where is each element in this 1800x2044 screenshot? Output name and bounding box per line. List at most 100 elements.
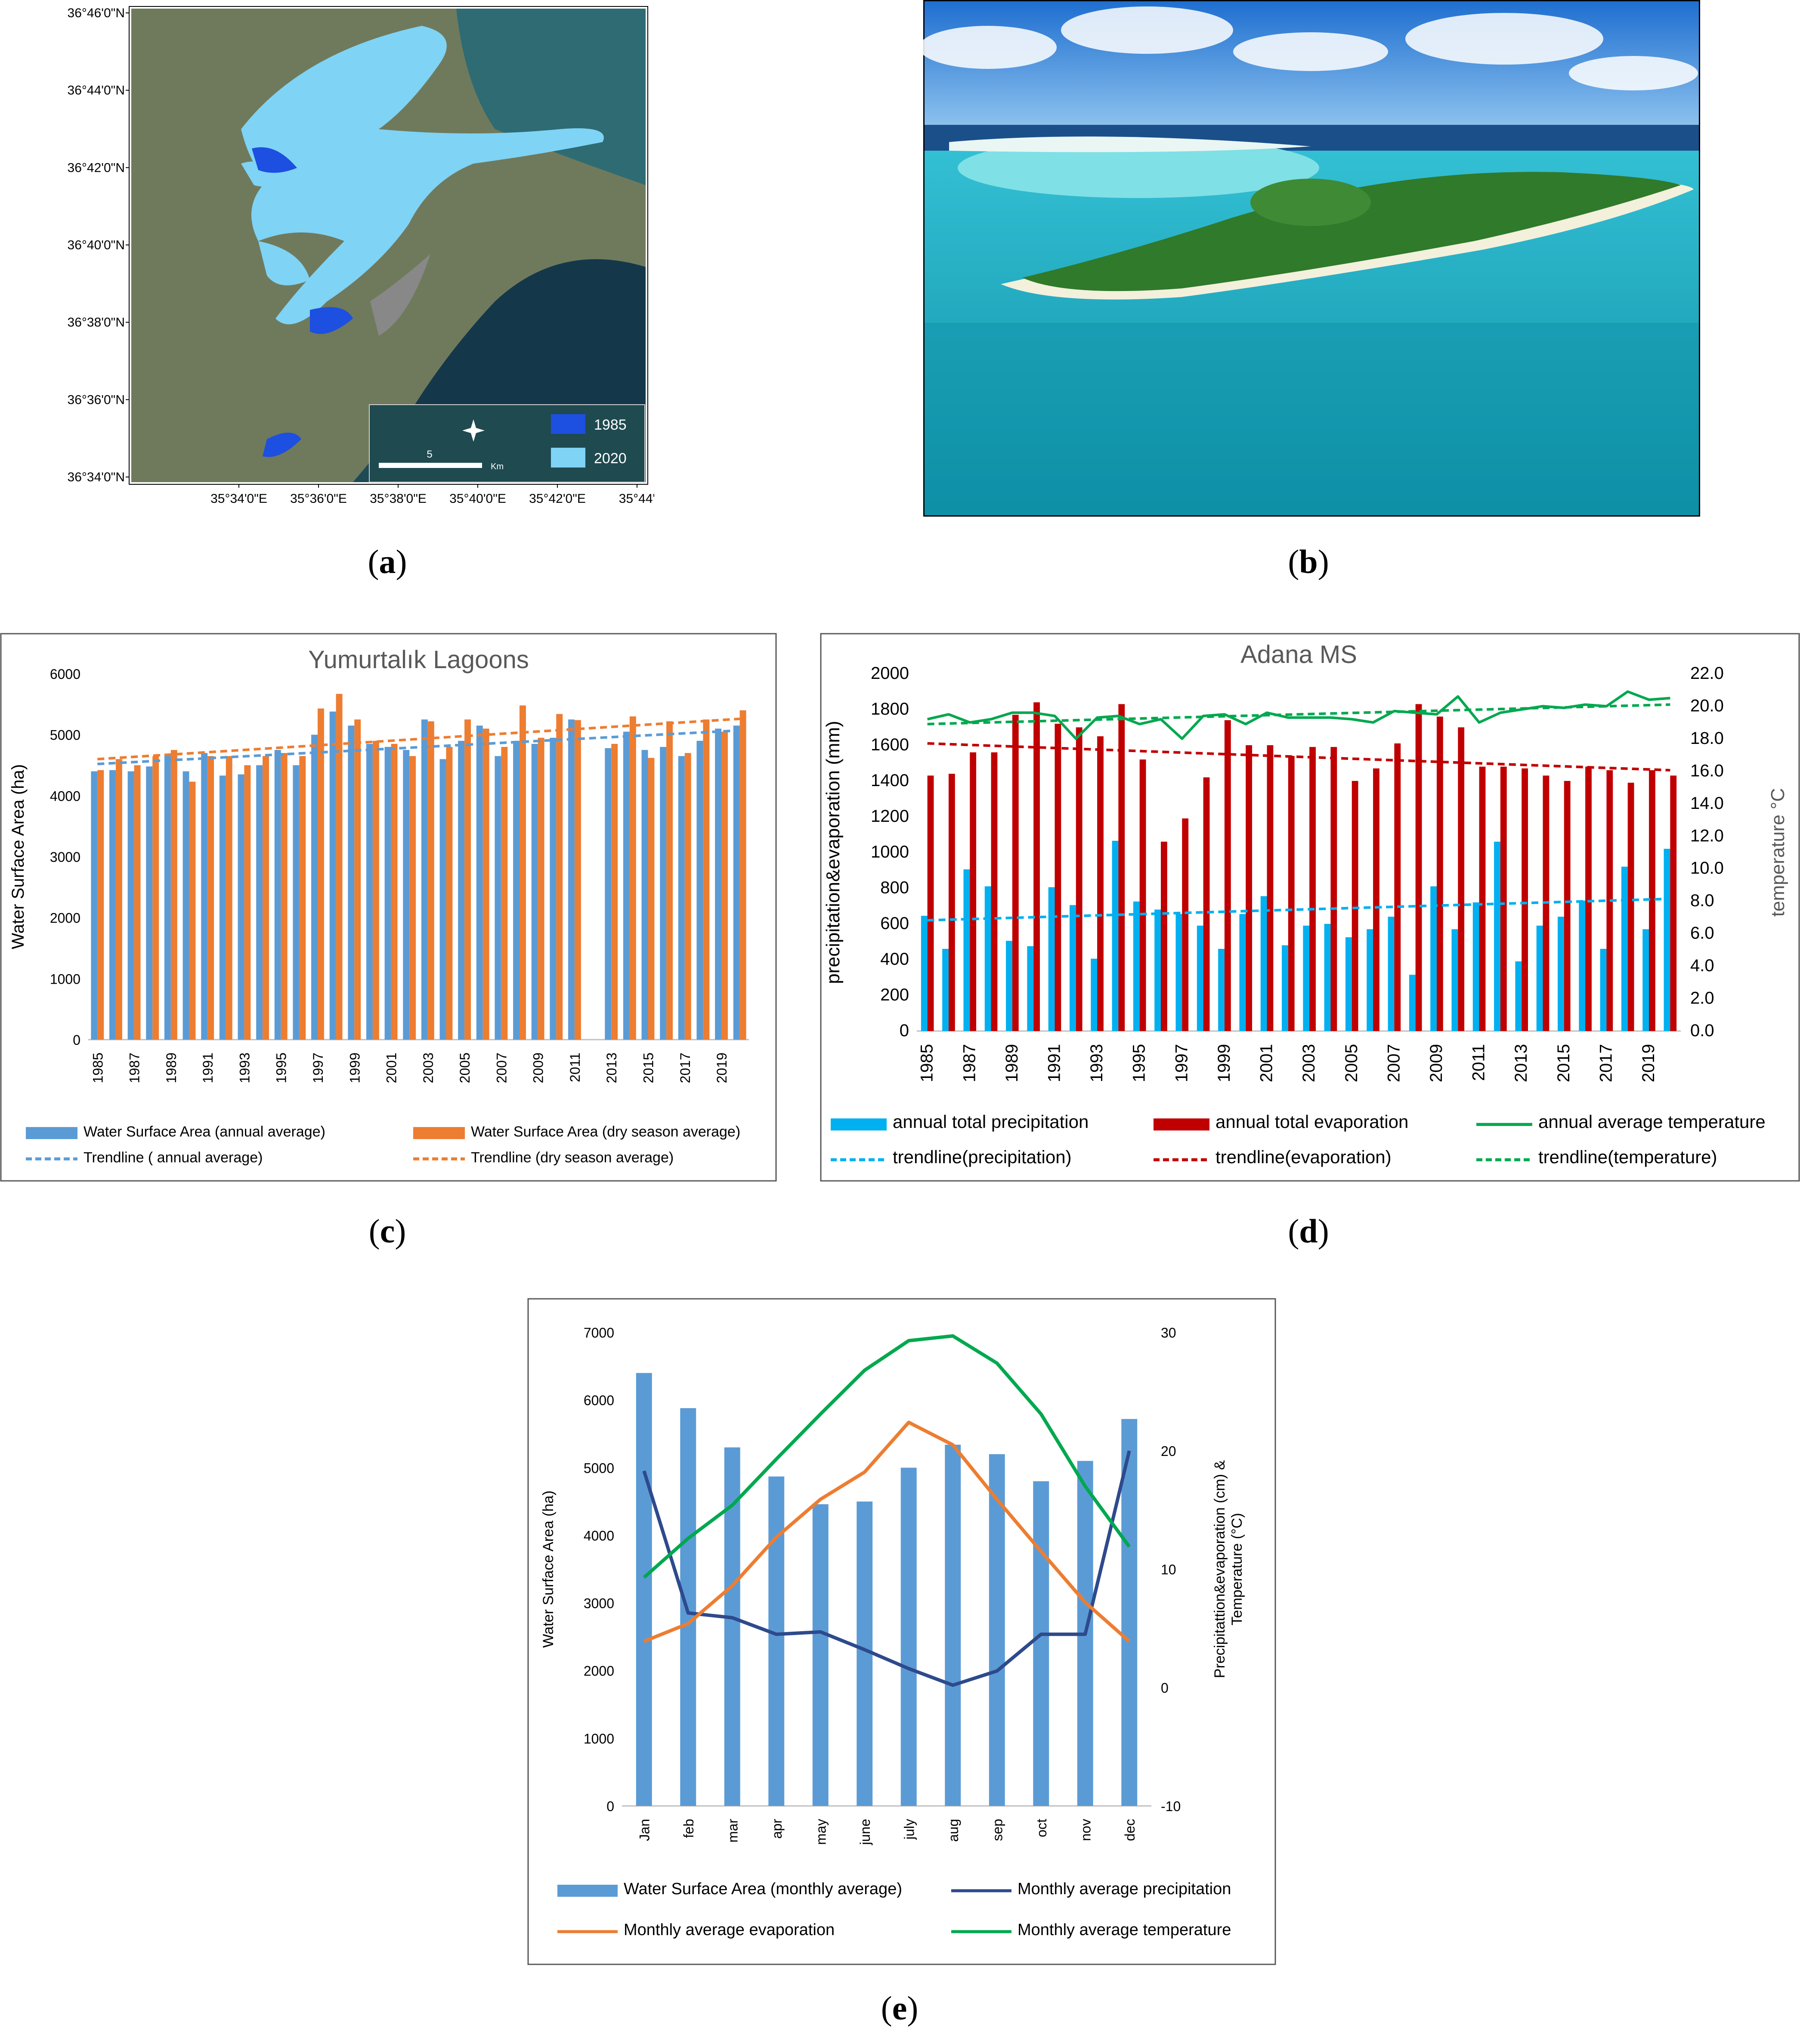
bar-annual-total-precipitation	[1260, 896, 1267, 1031]
bar-water-surface-area-dry-season-average-	[501, 747, 508, 1040]
bar-water-surface-area-dry-season-average-	[629, 716, 636, 1040]
x-tick-label: aug	[946, 1819, 961, 1842]
lat-label: 36°36'0"N	[68, 393, 125, 407]
y2-tick-label: 2.0	[1690, 989, 1714, 1008]
bar-water-surface-area-annual-average-	[531, 743, 538, 1040]
bar-annual-total-precipitation	[1494, 842, 1500, 1031]
legend-label: 1985	[594, 417, 627, 433]
reef-water	[925, 323, 1699, 515]
bar-water-surface-area-dry-season-average-	[336, 694, 343, 1040]
legend-swatch	[1154, 1118, 1209, 1130]
bar-water-surface-area-annual-average-	[421, 719, 428, 1040]
water-2020-west	[241, 161, 284, 187]
bar-annual-total-precipitation	[1579, 901, 1586, 1031]
bar-water-surface-area-dry-season-average-	[684, 753, 691, 1040]
x-tick-label: 1991	[1045, 1044, 1064, 1082]
x-tick-label: 2009	[531, 1053, 546, 1083]
bar-water-surface-area-dry-season-average-	[611, 743, 618, 1040]
y-tick-label: 800	[880, 878, 909, 897]
chart-title: Yumurtalık Lagoons	[308, 646, 529, 674]
cloud	[1233, 32, 1388, 71]
legend-label: Water Surface Area (monthly average)	[624, 1880, 902, 1898]
y-tick-label: 0	[606, 1799, 614, 1814]
x-tick-label: apr	[769, 1819, 785, 1839]
y-tick-label: 6000	[584, 1393, 614, 1408]
bar-water-surface-area-annual-average-	[568, 719, 575, 1040]
cloud	[1569, 56, 1698, 90]
x-tick-label: 2007	[1384, 1044, 1403, 1082]
x-tick-label: 2019	[714, 1053, 730, 1083]
lon-label: 35°42'0"E	[529, 492, 586, 506]
y2-axis-label: Temperature (°C)	[1229, 1513, 1245, 1625]
legend-label: Trendline (dry season average)	[471, 1149, 674, 1166]
bar-annual-total-precipitation	[1218, 949, 1225, 1031]
bar-annual-total-evaporation	[1585, 766, 1592, 1031]
x-tick-label: 2005	[457, 1053, 473, 1083]
y2-tick-label: 14.0	[1690, 794, 1724, 813]
bar-annual-total-evaporation	[1500, 766, 1507, 1031]
lat-label: 36°44'0"N	[68, 84, 125, 98]
bar-annual-total-precipitation	[1027, 946, 1034, 1031]
bar-water-surface-area-dry-season-average-	[354, 719, 361, 1040]
legend-swatch-1985	[551, 414, 585, 434]
bar-annual-total-precipitation	[1621, 867, 1628, 1031]
x-tick-label: 1987	[127, 1053, 142, 1083]
bar-water-surface-area-annual-average-	[715, 728, 722, 1040]
map-imagery	[131, 9, 646, 482]
bar-annual-total-evaporation	[1670, 775, 1677, 1031]
bar-annual-total-precipitation	[984, 886, 991, 1031]
bar-water-surface-area-dry-season-average-	[446, 747, 453, 1040]
legend-swatch	[831, 1118, 887, 1130]
bar-annual-total-evaporation	[1352, 781, 1358, 1031]
bar-water-surface-area-dry-season-average-	[574, 720, 581, 1040]
bar-water-surface-area-dry-season-average-	[464, 719, 471, 1040]
legend-label: Monthly average evaporation	[624, 1921, 835, 1939]
y-tick-label: 1000	[871, 842, 909, 861]
caption-e: (e)	[881, 1989, 919, 2027]
panel-b-photo	[919, 0, 1700, 517]
bar-water-surface-area-annual-average-	[366, 743, 373, 1040]
bar-water-surface-area-dry-season-average-	[207, 756, 214, 1040]
y-tick-label: 2000	[871, 664, 909, 683]
bar-water-surface-area-annual-average-	[678, 756, 685, 1040]
bar-annual-total-precipitation	[1303, 926, 1310, 1031]
y-tick-label: 3000	[50, 849, 80, 865]
bar-annual-total-evaporation	[991, 752, 998, 1031]
lat-label: 36°34'0"N	[68, 470, 125, 484]
y-tick-label: 200	[880, 985, 909, 1004]
bar-water-surface-area-dry-season-average-	[648, 758, 655, 1040]
y2-tick-label: 30	[1161, 1325, 1176, 1341]
x-tick-label: 2011	[567, 1053, 583, 1082]
x-tick-label: 1985	[90, 1053, 105, 1083]
caption-d: (d)	[1288, 1212, 1329, 1250]
lon-label: 35°38'0"E	[370, 492, 427, 506]
x-tick-label: 1993	[1087, 1044, 1106, 1082]
bar-annual-total-evaporation	[1182, 818, 1189, 1031]
bar-annual-total-evaporation	[1330, 747, 1337, 1031]
scale-unit: Km	[491, 462, 504, 471]
bar-annual-total-evaporation	[1309, 747, 1316, 1031]
bar-water-surface-area-dry-season-average-	[482, 728, 489, 1040]
scale-bar	[379, 463, 482, 468]
bar-water-surface-area-dry-season-average-	[134, 765, 141, 1040]
bar-water-surface-area-dry-season-average-	[703, 719, 710, 1040]
lon-label: 35°34'0"E	[210, 492, 267, 506]
legend-label: annual total evaporation	[1215, 1112, 1408, 1132]
bar-annual-total-evaporation	[970, 752, 977, 1031]
bar-annual-total-precipitation	[963, 869, 970, 1031]
bar-annual-total-evaporation	[1161, 842, 1167, 1031]
line-monthly-average-precipitation	[642, 1450, 1131, 1687]
trendline-trendline-evaporation-	[927, 742, 1670, 772]
water-1985-b	[310, 307, 353, 334]
y-tick-label: 6000	[50, 666, 80, 682]
chart-d: Adana MS 0 200 400 600 800 1000 1200 1400 1600 180…	[820, 633, 1800, 1182]
panel-e-chart: 0 1000 2000 3000 4000 5000 6000 7000 -10 0 10 20 30 W…	[527, 1298, 1276, 1965]
caption-b: (b)	[1288, 543, 1329, 580]
bar-water-surface-area-annual-average-	[384, 747, 391, 1040]
bar-water-surface-area-monthly-average-	[812, 1504, 829, 1806]
y2-tick-label: 4.0	[1690, 956, 1714, 975]
legend-swatch	[413, 1127, 465, 1139]
bar-annual-total-evaporation	[1627, 783, 1634, 1031]
bar-water-surface-area-annual-average-	[329, 711, 336, 1040]
bar-annual-total-precipitation	[1324, 924, 1331, 1031]
